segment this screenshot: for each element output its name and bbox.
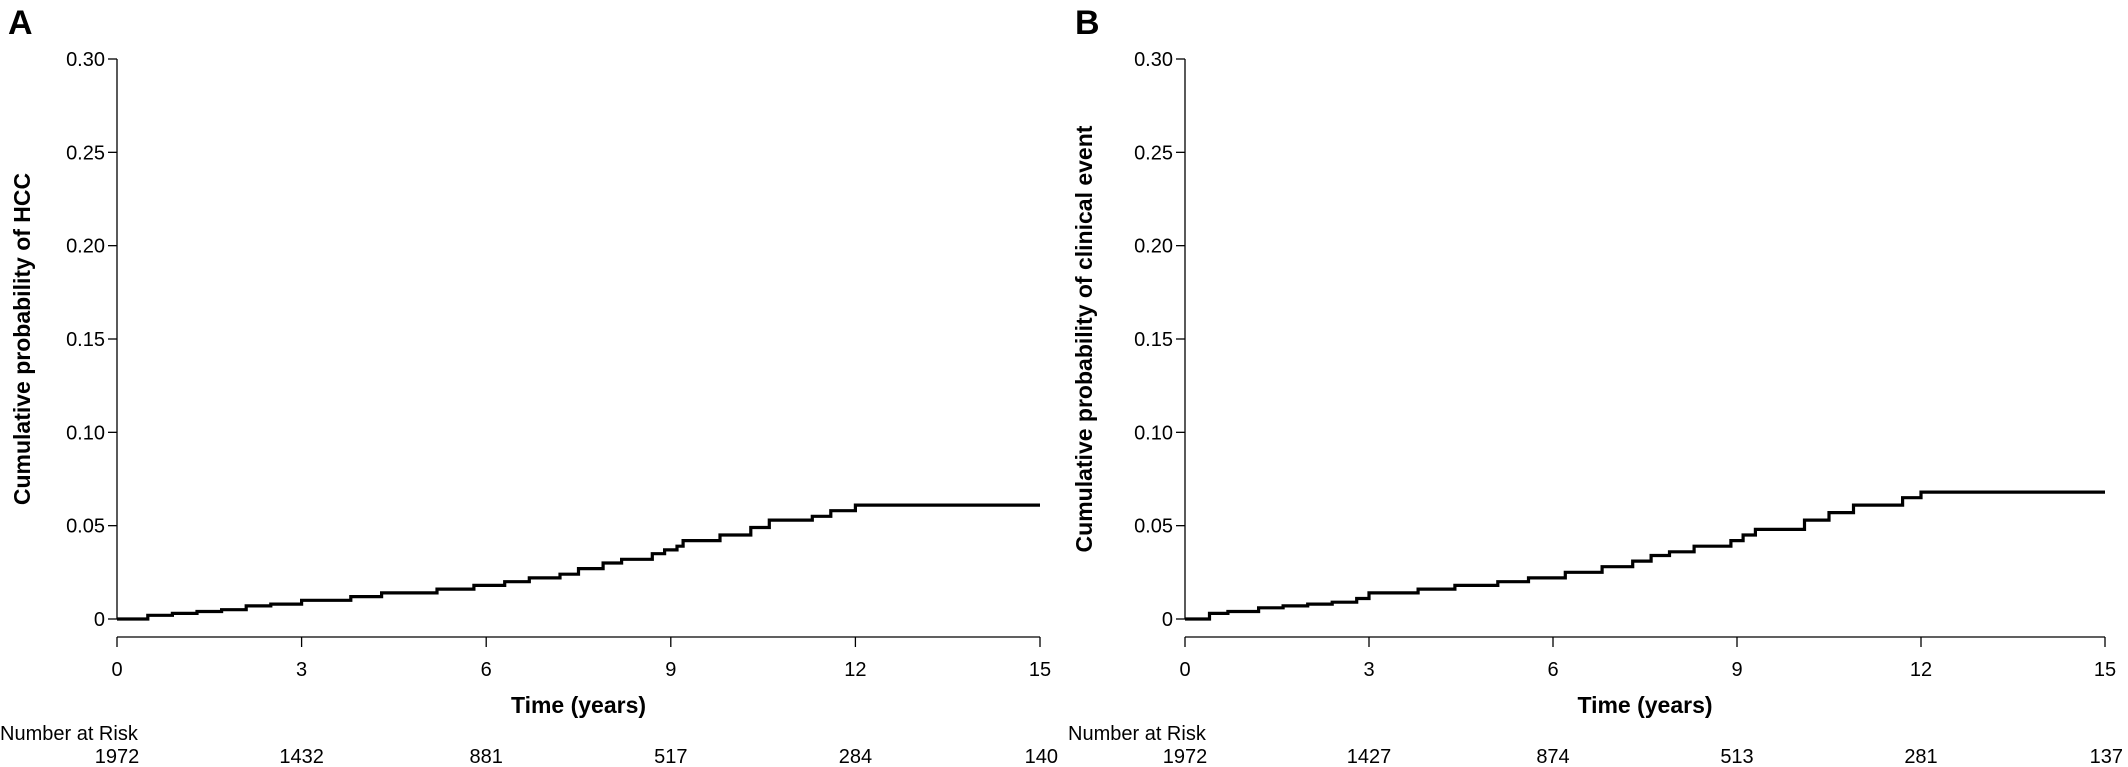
number-at-risk-title: Number at Risk: [0, 723, 139, 745]
x-tick-label: 9: [665, 659, 676, 681]
y-tick-label: 0.10: [66, 422, 105, 444]
number-at-risk-value: 513: [1720, 746, 1753, 767]
y-axis-title: Cumulative probability of HCC: [9, 173, 35, 505]
y-tick-label: 0.05: [66, 516, 105, 538]
y-tick-label: 0.30: [1134, 49, 1173, 71]
y-tick-label: 0.30: [66, 49, 105, 71]
x-tick-label: 3: [1363, 659, 1374, 681]
panel-letter: B: [1075, 4, 1100, 42]
x-tick-label: 15: [1029, 659, 1051, 681]
x-axis-title: Time (years): [1577, 692, 1712, 718]
y-tick-label: 0: [94, 609, 105, 631]
number-at-risk-value: 137: [2090, 746, 2123, 767]
y-tick-label: 0.15: [66, 329, 105, 351]
y-axis-title: Cumulative probability of clinical event: [1071, 125, 1097, 552]
x-tick-label: 0: [111, 659, 122, 681]
y-tick-label: 0: [1162, 609, 1173, 631]
number-at-risk-value: 140: [1025, 746, 1058, 767]
x-tick-label: 15: [2094, 659, 2116, 681]
number-at-risk-value: 1427: [1347, 746, 1392, 767]
number-at-risk-value: 284: [839, 746, 872, 767]
x-tick-label: 3: [296, 659, 307, 681]
y-tick-label: 0.20: [66, 236, 105, 258]
x-tick-label: 12: [1910, 659, 1932, 681]
y-tick-label: 0.15: [1134, 329, 1173, 351]
number-at-risk-value: 281: [1904, 746, 1937, 767]
x-axis-title: Time (years): [511, 692, 646, 718]
y-tick-label: 0.25: [66, 142, 105, 164]
x-tick-label: 0: [1179, 659, 1190, 681]
panel-b: B 0 0.05 0.10 0.15 0.20 0.25 0.30 Cumulative pro…: [1068, 4, 2123, 767]
y-tick-label: 0.20: [1134, 236, 1173, 258]
number-at-risk-value: 874: [1536, 746, 1569, 767]
number-at-risk-value: 517: [654, 746, 687, 767]
x-tick-label: 6: [481, 659, 492, 681]
number-at-risk-value: 881: [470, 746, 503, 767]
km-step-curve: [1185, 490, 2105, 621]
panel-letter: A: [8, 4, 33, 42]
number-at-risk-value: 1972: [1163, 746, 1208, 767]
y-tick-label: 0.10: [1134, 422, 1173, 444]
y-tick-label: 0.05: [1134, 516, 1173, 538]
y-tick-label: 0.25: [1134, 142, 1173, 164]
number-at-risk-title: Number at Risk: [1068, 723, 1207, 745]
x-tick-label: 12: [844, 659, 866, 681]
number-at-risk-value: 1972: [95, 746, 140, 767]
x-tick-label: 9: [1731, 659, 1742, 681]
number-at-risk-value: 1432: [279, 746, 324, 767]
km-step-curve: [117, 503, 1040, 621]
panel-a: A 0 0.05 0.10 0.15 0.20 0.25 0.30 Cumulative pro…: [0, 4, 1058, 767]
x-tick-label: 6: [1547, 659, 1558, 681]
